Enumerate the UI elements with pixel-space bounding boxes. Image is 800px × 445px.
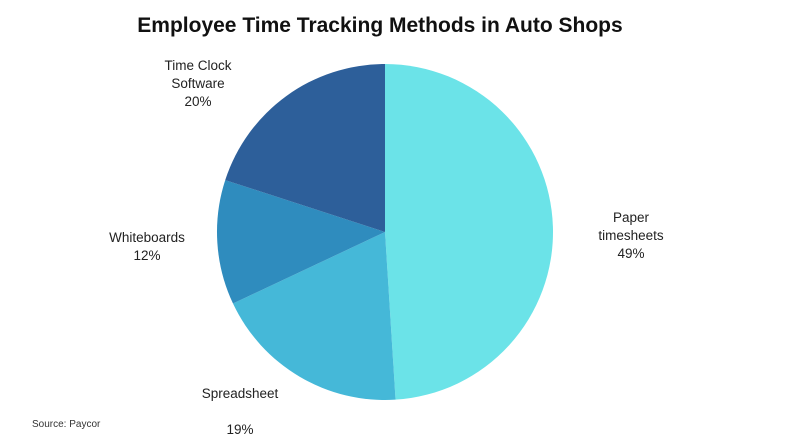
label-time-clock-software-line-2: Software xyxy=(171,76,225,91)
label-spreadsheet-value-text: 19% xyxy=(226,422,254,437)
chart-title: Employee Time Tracking Methods in Auto S… xyxy=(137,14,623,37)
label-whiteboards-value: 12% xyxy=(133,248,161,263)
pie-slice-whiteboards xyxy=(217,180,385,304)
pie-slice-time-clock-software xyxy=(225,64,385,232)
label-spreadsheet-value: 19% xyxy=(210,421,270,439)
label-paper-timesheets-value: 49% xyxy=(617,246,645,261)
source-note: Source: Paycor xyxy=(32,419,101,430)
pie-slice-spreadsheet xyxy=(232,232,396,400)
label-paper-timesheets-line-1: Paper xyxy=(612,210,650,225)
label-time-clock-software-value: 20% xyxy=(184,94,212,109)
label-whiteboards: Whiteboards 12% xyxy=(97,229,197,265)
label-paper-timesheets-line-2: timesheets xyxy=(598,228,664,243)
label-paper-timesheets: Paper timesheets 49% xyxy=(586,209,676,263)
label-time-clock-software-line-1: Time Clock xyxy=(164,58,232,73)
pie-slice-paper-timesheets xyxy=(385,64,554,400)
label-whiteboards-line-1: Whiteboards xyxy=(109,230,185,245)
label-spreadsheet-line-1: Spreadsheet xyxy=(201,386,279,401)
label-time-clock-software: Time Clock Software 20% xyxy=(148,57,248,111)
label-spreadsheet: Spreadsheet xyxy=(190,385,290,403)
